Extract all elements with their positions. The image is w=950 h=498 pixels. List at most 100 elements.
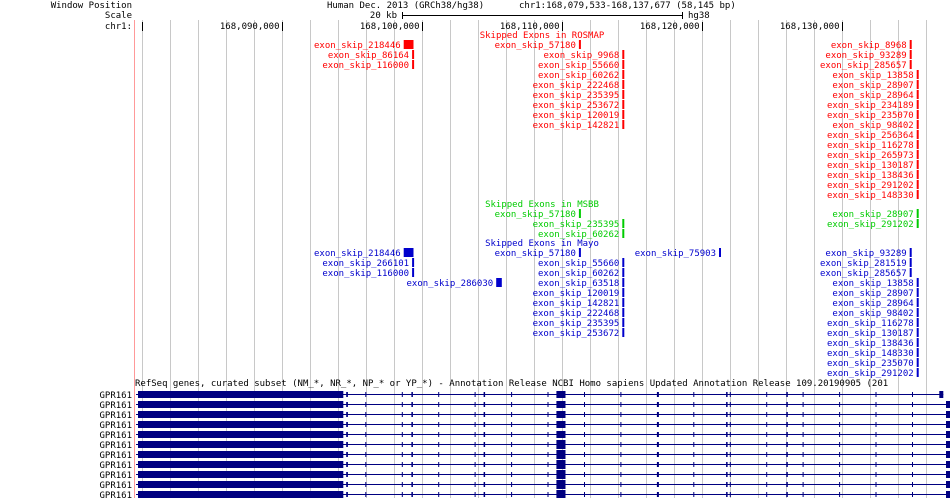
exon-skip-label[interactable]: exon_skip_235395 (533, 91, 620, 101)
transcript-row[interactable] (136, 460, 950, 469)
exon-skip-label[interactable]: exon_skip_13858 (832, 71, 913, 81)
exon-skip-label[interactable]: exon_skip_93289 (825, 249, 906, 259)
exon-skip-bar[interactable] (916, 100, 919, 109)
exon-skip-bar[interactable] (578, 40, 581, 49)
transcript-row[interactable] (136, 440, 950, 449)
exon-skip-bar[interactable] (622, 229, 625, 238)
exon-skip-bar[interactable] (916, 318, 919, 327)
exon-skip-bar[interactable] (909, 50, 912, 59)
exon-skip-label[interactable]: exon_skip_120019 (533, 289, 620, 299)
exon-skip-label[interactable]: exon_skip_281519 (820, 259, 907, 269)
exon-skip-label[interactable]: exon_skip_291202 (827, 181, 914, 191)
gene-label[interactable]: GPR161 (99, 391, 132, 401)
exon-skip-label[interactable]: exon_skip_148330 (827, 191, 914, 201)
exon-skip-label[interactable]: exon_skip_291202 (827, 369, 914, 379)
exon-skip-bar[interactable] (916, 288, 919, 297)
exon-skip-bar[interactable] (622, 318, 625, 327)
gene-label[interactable]: GPR161 (99, 401, 132, 411)
exon-skip-bar[interactable] (916, 160, 919, 169)
transcript-row[interactable] (136, 480, 950, 489)
transcript-row[interactable] (136, 431, 950, 438)
gene-label[interactable]: GPR161 (99, 411, 132, 421)
exon-skip-bar[interactable] (412, 258, 415, 267)
exon-skip-bar[interactable] (916, 298, 919, 307)
exon-skip-bar[interactable] (578, 209, 581, 218)
exon-skip-bar[interactable] (916, 328, 919, 337)
exon-skip-label[interactable]: exon_skip_86164 (328, 51, 409, 61)
exon-skip-bar[interactable] (916, 130, 919, 139)
exon-skip-bar[interactable] (403, 248, 414, 257)
exon-skip-bar[interactable] (496, 278, 502, 287)
exon-skip-bar[interactable] (622, 298, 625, 307)
exon-skip-label[interactable]: exon_skip_222468 (533, 309, 620, 319)
exon-skip-bar[interactable] (622, 70, 625, 79)
exon-skip-label[interactable]: exon_skip_60262 (538, 269, 619, 279)
exon-skip-bar[interactable] (916, 358, 919, 367)
exon-skip-bar[interactable] (916, 209, 919, 218)
transcript-row[interactable] (136, 421, 950, 428)
exon-skip-bar[interactable] (916, 80, 919, 89)
exon-skip-bar[interactable] (412, 50, 415, 59)
exon-skip-label[interactable]: exon_skip_285657 (820, 61, 907, 71)
exon-skip-label[interactable]: exon_skip_138436 (827, 171, 914, 181)
exon-skip-bar[interactable] (916, 170, 919, 179)
exon-skip-bar[interactable] (622, 100, 625, 109)
transcript-row[interactable] (136, 391, 944, 398)
exon-skip-label[interactable]: exon_skip_222468 (533, 81, 620, 91)
exon-skip-label[interactable]: exon_skip_116000 (322, 61, 409, 71)
exon-skip-bar[interactable] (916, 338, 919, 347)
exon-skip-label[interactable]: exon_skip_60262 (538, 71, 619, 81)
exon-skip-bar[interactable] (909, 40, 912, 49)
gene-label[interactable]: GPR161 (99, 451, 132, 461)
exon-skip-bar[interactable] (916, 278, 919, 287)
exon-skip-bar[interactable] (909, 248, 912, 257)
gene-label[interactable]: GPR161 (99, 431, 132, 441)
gene-label[interactable]: GPR161 (99, 481, 132, 491)
rosmap-track-title[interactable]: Skipped Exons in ROSMAP (480, 31, 605, 41)
exon-skip-label[interactable]: exon_skip_28964 (832, 299, 913, 309)
exon-skip-bar[interactable] (916, 368, 919, 377)
exon-skip-label[interactable]: exon_skip_253672 (533, 101, 620, 111)
exon-skip-label[interactable]: exon_skip_265973 (827, 151, 914, 161)
gene-label[interactable]: GPR161 (99, 491, 132, 498)
exon-skip-bar[interactable] (909, 258, 912, 267)
exon-skip-label[interactable]: exon_skip_266101 (322, 259, 409, 269)
exon-skip-bar[interactable] (719, 248, 721, 257)
exon-skip-bar[interactable] (916, 190, 919, 199)
exon-skip-label[interactable]: exon_skip_9968 (543, 51, 619, 61)
exon-skip-label[interactable]: exon_skip_75903 (635, 249, 716, 259)
exon-skip-label[interactable]: exon_skip_116278 (827, 141, 914, 151)
msbb-track-title[interactable]: Skipped Exons in MSBB (485, 200, 599, 210)
exon-skip-bar[interactable] (412, 268, 415, 277)
exon-skip-label[interactable]: exon_skip_234189 (827, 101, 914, 111)
exon-skip-label[interactable]: exon_skip_60262 (538, 230, 619, 240)
exon-skip-bar[interactable] (916, 348, 919, 357)
exon-skip-label[interactable]: exon_skip_120019 (533, 111, 620, 121)
exon-skip-label[interactable]: exon_skip_28907 (832, 289, 913, 299)
exon-skip-label[interactable]: exon_skip_116278 (827, 319, 914, 329)
exon-skip-bar[interactable] (916, 70, 919, 79)
exon-skip-label[interactable]: exon_skip_57180 (495, 41, 576, 51)
exon-skip-label[interactable]: exon_skip_28907 (832, 81, 913, 91)
transcript-row[interactable] (136, 450, 950, 459)
exon-skip-label[interactable]: exon_skip_130187 (827, 161, 914, 171)
exon-skip-label[interactable]: exon_skip_98402 (832, 309, 913, 319)
exon-skip-label[interactable]: exon_skip_57180 (495, 210, 576, 220)
exon-skip-label[interactable]: exon_skip_235395 (533, 220, 620, 230)
exon-skip-bar[interactable] (916, 308, 919, 317)
exon-skip-label[interactable]: exon_skip_8968 (831, 41, 907, 51)
exon-skip-label[interactable]: exon_skip_28907 (832, 210, 913, 220)
exon-skip-bar[interactable] (622, 80, 625, 89)
exon-skip-label[interactable]: exon_skip_138436 (827, 339, 914, 349)
exon-skip-label[interactable]: exon_skip_286030 (406, 279, 493, 289)
exon-skip-label[interactable]: exon_skip_93289 (825, 51, 906, 61)
exon-skip-bar[interactable] (916, 110, 919, 119)
exon-skip-label[interactable]: exon_skip_253672 (533, 329, 620, 339)
exon-skip-label[interactable]: exon_skip_28964 (832, 91, 913, 101)
exon-skip-bar[interactable] (622, 288, 625, 297)
exon-skip-bar[interactable] (622, 110, 625, 119)
exon-skip-label[interactable]: exon_skip_218446 (314, 249, 401, 259)
exon-skip-label[interactable]: exon_skip_116000 (322, 269, 409, 279)
exon-skip-label[interactable]: exon_skip_55660 (538, 61, 619, 71)
exon-skip-bar[interactable] (916, 90, 919, 99)
